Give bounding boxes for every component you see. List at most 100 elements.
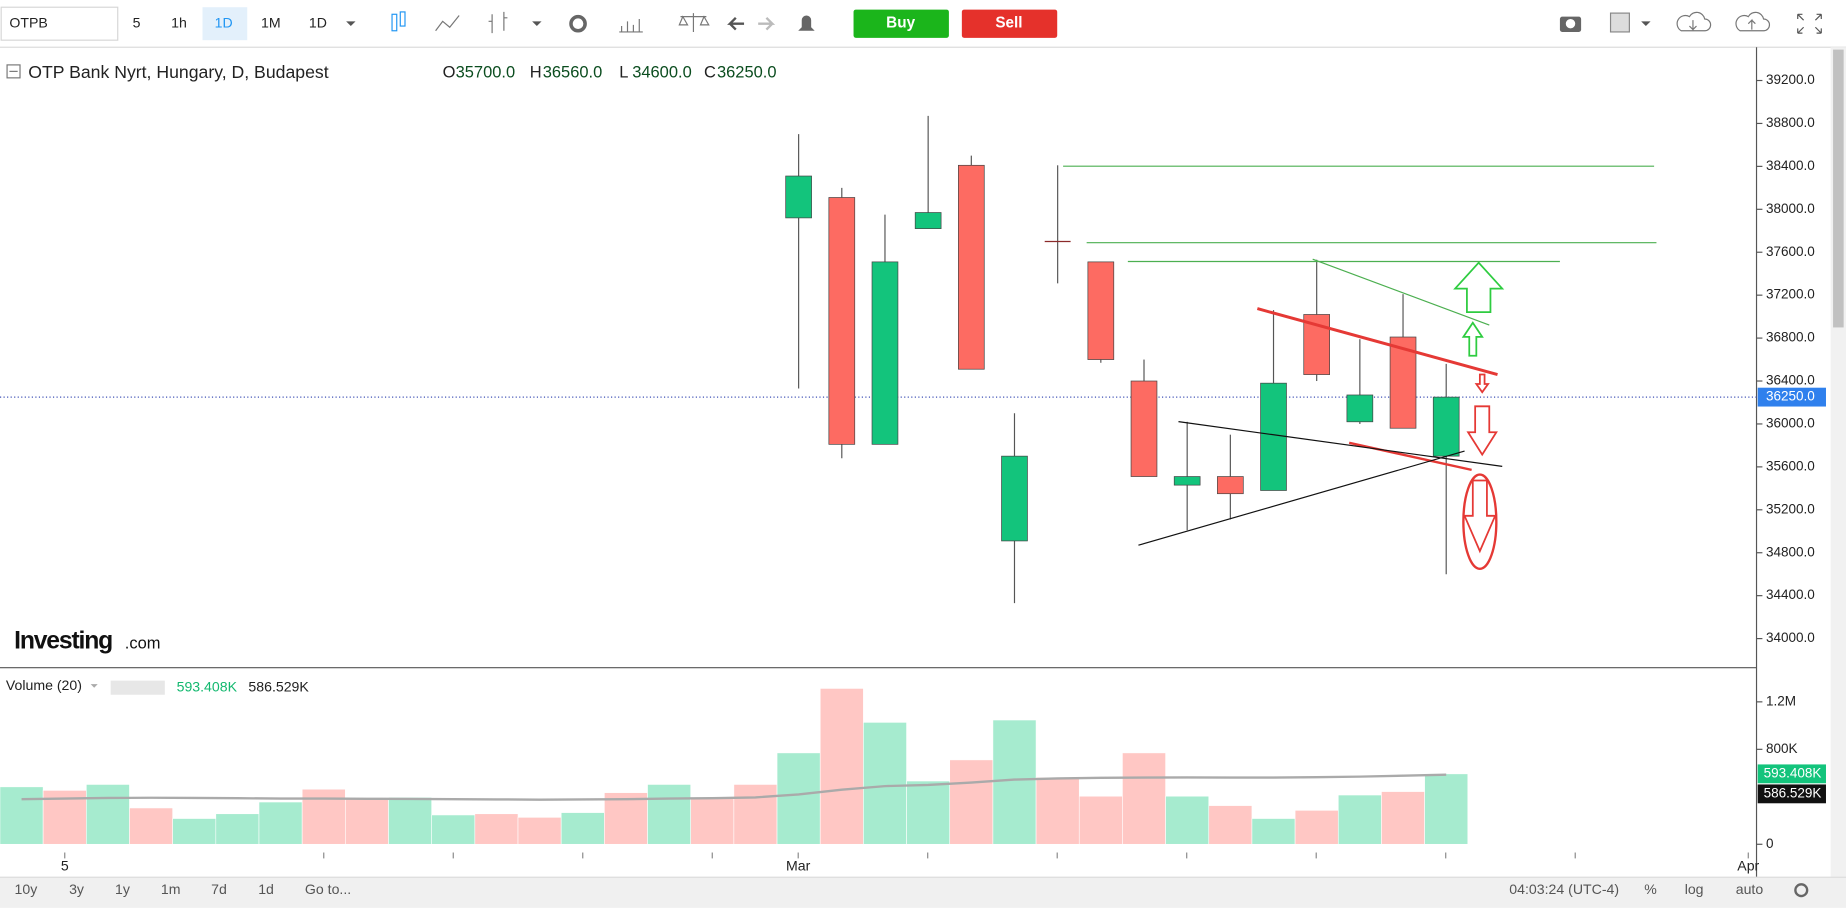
- scale-option[interactable]: log: [1685, 881, 1704, 897]
- volume-bar: [1251, 818, 1296, 845]
- volume-ma-value: 586.529K: [248, 678, 309, 694]
- candle-body: [1346, 394, 1374, 423]
- range-button[interactable]: 1m: [161, 881, 181, 897]
- footer-items: 10y 3y 1y 1m 7d 1d Go to...% log auto: [15, 881, 1764, 897]
- chart-title: OTP Bank Nyrt, Hungary, D, Budapest: [28, 62, 328, 82]
- candle-body: [1173, 476, 1201, 486]
- volume-bar: [1424, 773, 1469, 845]
- scroll-thumb[interactable]: [1833, 49, 1844, 328]
- volume-bar: [517, 817, 562, 845]
- volume-bar: [215, 813, 260, 845]
- symbol: OTPB: [9, 14, 47, 30]
- collapse-toggle[interactable]: [6, 64, 21, 79]
- active-interval-bg: [202, 7, 248, 41]
- interval[interactable]: 1h: [171, 14, 187, 30]
- interval[interactable]: 5: [133, 14, 141, 30]
- candle-body: [785, 175, 812, 219]
- candle-body: [958, 164, 985, 370]
- goto-button[interactable]: Go to...: [305, 881, 351, 897]
- volume-bar: [86, 784, 130, 845]
- y-tick-label: 36800.0: [1766, 330, 1815, 345]
- volume-value-label: 593.408K: [1764, 765, 1822, 780]
- volume-title: Volume (20): [6, 677, 82, 693]
- ohlc-value: 35700.0: [456, 64, 516, 82]
- volume-bar: [474, 813, 519, 845]
- last-price-label: 36250.0: [1766, 389, 1815, 404]
- range-button[interactable]: 7d: [211, 881, 227, 897]
- volume-bar: [1122, 752, 1166, 845]
- settings-icon[interactable]: [1794, 883, 1809, 898]
- y-tick-label: 0: [1766, 836, 1774, 851]
- x-label: Mar: [786, 857, 811, 873]
- volume-bar: [906, 780, 951, 845]
- buy-label: Buy: [886, 15, 915, 32]
- interval[interactable]: 1D: [215, 14, 233, 30]
- volume-bar: [776, 752, 821, 845]
- volume-bar: [647, 784, 691, 845]
- volume-bar: [0, 786, 44, 845]
- buy-button[interactable]: [853, 9, 949, 38]
- range-button[interactable]: 10y: [15, 881, 39, 897]
- volume-bar: [1165, 795, 1210, 845]
- candle-body: [871, 261, 899, 445]
- y-tick-label: 800K: [1766, 741, 1798, 756]
- candle-body: [1130, 380, 1158, 477]
- volume-ma-box: [1757, 784, 1826, 804]
- volume-bar: [1381, 791, 1425, 845]
- symbol-box[interactable]: [0, 6, 119, 41]
- y-tick-label: 39200.0: [1766, 72, 1815, 87]
- y-tick-label: 1.2M: [1766, 693, 1796, 708]
- sell-label: Sell: [995, 15, 1022, 32]
- ohlc-value: 34600.0: [632, 64, 692, 82]
- clock: 04:03:24 (UTC-4): [1509, 881, 1619, 897]
- volume-bar: [949, 759, 994, 845]
- volume-bar: [1294, 810, 1339, 845]
- ohlc-value: 36250.0: [717, 64, 777, 82]
- interval[interactable]: 1M: [261, 14, 281, 30]
- x-label: 5: [61, 857, 69, 873]
- ohlc-value: 36560.0: [543, 64, 603, 82]
- scale-option[interactable]: %: [1644, 881, 1657, 897]
- annotations: [1063, 165, 1657, 570]
- x-label: Apr: [1737, 857, 1759, 873]
- volume-bar: [560, 812, 605, 845]
- volume-bar: [431, 814, 476, 845]
- candle-body: [1087, 261, 1115, 360]
- y-tick-label: 35600.0: [1766, 458, 1815, 473]
- y-tick-label: 37600.0: [1766, 244, 1815, 259]
- volume-bar: [129, 807, 173, 845]
- ohlc-key: O: [443, 64, 456, 82]
- volume-pane: [0, 688, 1469, 845]
- volume-bar: [345, 798, 389, 845]
- footer: [0, 877, 1846, 908]
- range-button[interactable]: 1d: [258, 881, 274, 897]
- candle-body: [1260, 382, 1287, 491]
- volume-bar: [1208, 805, 1253, 845]
- y-tick-label: 35200.0: [1766, 501, 1815, 516]
- toolbar-icons: [346, 11, 1822, 34]
- ohlc-key: L: [619, 64, 628, 82]
- candle-body: [828, 197, 856, 445]
- volume-controls[interactable]: [110, 680, 165, 695]
- ohlc-legend: O 35700.0 H 36560.0 L 34600.0 C 36250.0: [443, 64, 777, 82]
- interval[interactable]: 1D: [309, 14, 327, 30]
- y-tick-label: 34000.0: [1766, 630, 1815, 645]
- volume-bar: [172, 818, 217, 845]
- volume-bar: [690, 798, 735, 845]
- y-tick-label: 36400.0: [1766, 373, 1815, 388]
- volume-ma-label: 586.529K: [1764, 785, 1822, 800]
- volume-bar: [819, 688, 864, 845]
- time-axis: [64, 852, 1749, 859]
- price-pane: [0, 115, 1757, 604]
- candle-body: [914, 212, 942, 229]
- y-tick-label: 38800.0: [1766, 115, 1815, 130]
- volume-bar: [1337, 794, 1382, 845]
- last-price-box: [1757, 387, 1826, 407]
- scale-option[interactable]: auto: [1736, 881, 1764, 897]
- sell-button[interactable]: [961, 9, 1058, 38]
- range-button[interactable]: 1y: [115, 881, 131, 897]
- range-button[interactable]: 3y: [69, 881, 85, 897]
- volume-bar: [258, 801, 303, 845]
